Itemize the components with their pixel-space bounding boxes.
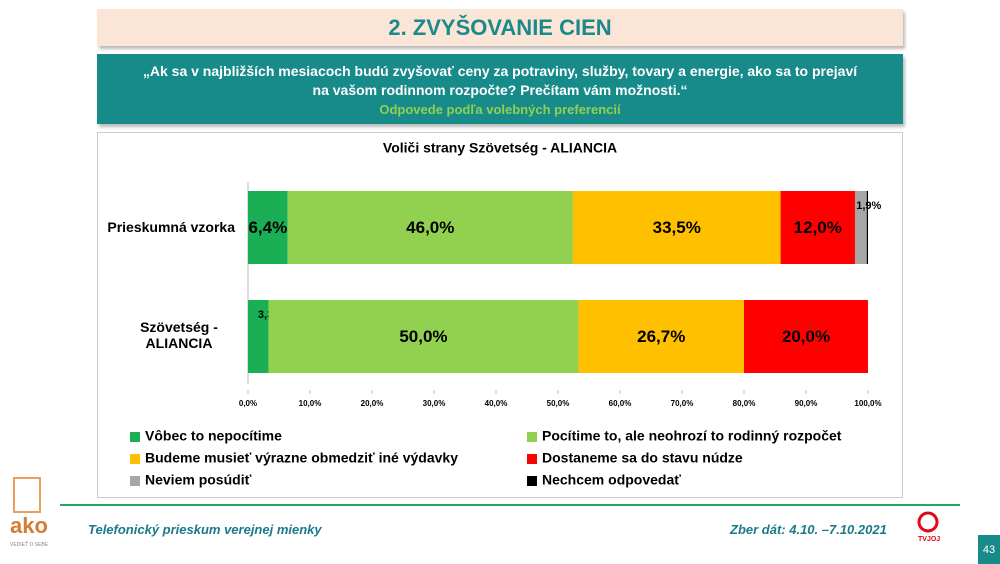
x-tick-label: 100,0%	[854, 399, 881, 408]
x-tick-label: 10,0%	[299, 399, 322, 408]
bar-segment	[866, 191, 868, 264]
question-text: „Ak sa v najbližších mesiacoch budú zvyš…	[142, 63, 858, 98]
bar-segment	[248, 191, 288, 264]
page-number: 43	[978, 535, 1000, 564]
footer-right: Zber dát: 4.10. –7.10.2021	[730, 522, 887, 537]
question-subtitle: Odpovede podľa volebných preferencií	[379, 102, 621, 117]
logo: ako	[10, 513, 48, 538]
category-label: Szövetség - ALIANCIA	[140, 319, 218, 351]
bar-segment	[248, 300, 269, 373]
question-box: „Ak sa v najbližších mesiacoch budú zvyš…	[97, 54, 903, 124]
legend-label: Pocítime to, ale neohrozí to rodinný roz…	[542, 428, 842, 444]
legend-swatch	[527, 476, 537, 486]
legend-label: Neviem posúdiť	[145, 472, 252, 488]
x-tick-label: 30,0%	[423, 399, 446, 408]
data-label: 12,0%	[794, 218, 842, 237]
data-label: 6,4%	[248, 218, 287, 237]
data-label: 46,0%	[406, 218, 454, 237]
chart-title: Voliči strany Szövetség - ALIANCIA	[383, 140, 617, 156]
legend-swatch	[130, 454, 140, 464]
chart-frame	[97, 132, 903, 498]
data-label: 20,0%	[782, 327, 830, 346]
header-title: 2. ZVYŠOVANIE CIEN	[97, 9, 903, 46]
footer-left: Telefonický prieskum verejnej mienky	[88, 522, 322, 537]
x-tick-label: 70,0%	[671, 399, 694, 408]
x-tick-label: 90,0%	[795, 399, 818, 408]
logo-tagline: VEDIEŤ O SEBE	[10, 542, 49, 548]
partner-icon	[917, 511, 939, 533]
data-label: 26,7%	[637, 327, 685, 346]
logo-icon	[13, 477, 41, 513]
bar-segment	[268, 300, 579, 373]
legend-label: Nechcem odpovedať	[542, 472, 681, 488]
x-tick-label: 50,0%	[547, 399, 570, 408]
bar-segment	[744, 300, 868, 373]
data-label: 33,5%	[653, 218, 701, 237]
bar-segment	[854, 191, 867, 264]
data-label: 50,0%	[399, 327, 447, 346]
legend-swatch	[527, 454, 537, 464]
bar-segment	[572, 191, 781, 264]
legend-swatch	[527, 432, 537, 442]
x-tick-label: 40,0%	[485, 399, 508, 408]
legend-label: Budeme musieť výrazne obmedziť iné výdav…	[145, 450, 458, 466]
bar-segment	[578, 300, 744, 373]
category-label: Prieskumná vzorka	[107, 219, 235, 235]
legend-label: Vôbec to nepocítime	[145, 428, 282, 444]
x-tick-label: 80,0%	[733, 399, 756, 408]
partner-logo: TVJOJ	[918, 536, 941, 543]
x-tick-label: 0,0%	[239, 399, 257, 408]
bar-segment	[780, 191, 855, 264]
x-tick-label: 20,0%	[361, 399, 384, 408]
legend-swatch	[130, 432, 140, 442]
legend-label: Dostaneme sa do stavu núdze	[542, 450, 743, 466]
data-label: 1,9%	[856, 200, 881, 212]
legend-swatch	[130, 476, 140, 486]
x-tick-label: 60,0%	[609, 399, 632, 408]
bar-segment	[287, 191, 573, 264]
